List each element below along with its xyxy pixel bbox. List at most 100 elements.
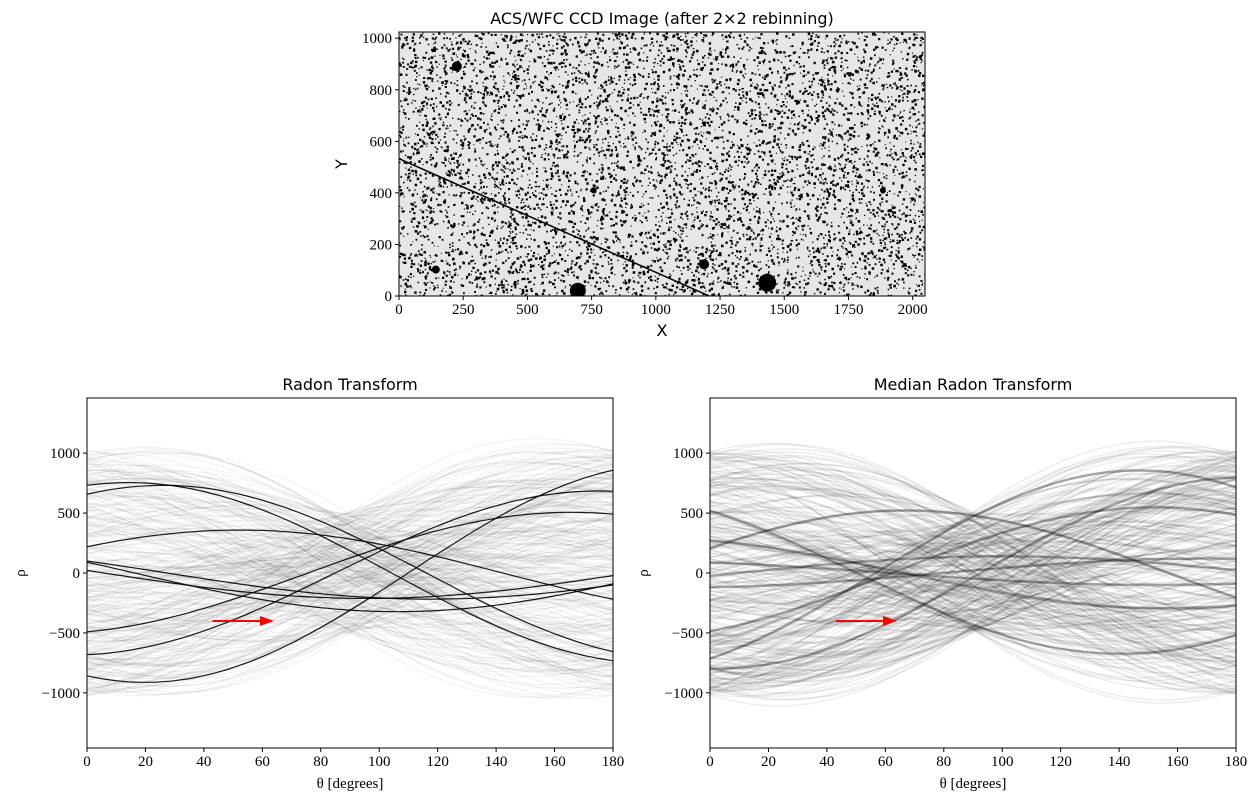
radon-curve	[710, 518, 1236, 632]
radon-curve	[710, 545, 1236, 606]
radon-curve	[87, 504, 613, 632]
radon-curve	[87, 469, 613, 677]
radon-curve	[87, 549, 613, 597]
radon-curve	[710, 560, 1236, 594]
radon-curve	[87, 462, 613, 698]
radon-curve	[710, 476, 1236, 660]
radon-curve	[710, 525, 1236, 617]
radon-curve	[710, 527, 1236, 619]
radon-curve	[710, 442, 1236, 695]
radon-curve	[710, 469, 1236, 660]
radon-curve	[710, 495, 1236, 671]
radon-curve	[710, 548, 1236, 593]
radon-curve	[87, 506, 613, 622]
radon-curve	[87, 484, 613, 653]
radon-curve	[87, 539, 613, 610]
radon-curve	[710, 517, 1236, 630]
radon-curve	[87, 504, 613, 643]
radon-curve	[710, 452, 1236, 694]
radon-curve	[710, 544, 1236, 599]
radon-curve	[87, 545, 613, 602]
radon-curve	[710, 477, 1236, 683]
radon-curve	[87, 499, 613, 634]
radon-curve	[87, 486, 613, 654]
y-tick-label: 1000	[673, 446, 703, 462]
radon-curve	[87, 455, 613, 697]
radon-curve	[710, 485, 1236, 658]
x-tick-label: 40	[196, 754, 211, 770]
radon-curve	[87, 516, 613, 630]
radon-curve	[87, 552, 613, 580]
radon-curve	[87, 527, 613, 608]
radon-curve	[87, 515, 613, 647]
radon-curve	[87, 519, 613, 645]
radon-curve	[87, 516, 613, 633]
radon-curve	[710, 525, 1236, 629]
radon-curve	[87, 497, 613, 629]
radon-curve	[87, 484, 613, 652]
radon-curve	[87, 516, 613, 631]
radon-curve	[87, 470, 613, 685]
radon-curve	[87, 482, 613, 672]
radon-curve	[710, 535, 1236, 619]
radon-curve	[710, 465, 1236, 675]
radon-curve	[710, 451, 1236, 692]
radon-curve	[710, 566, 1236, 629]
radon-curve	[710, 529, 1236, 625]
y-tick-label: 400	[370, 186, 393, 202]
radon-curve	[87, 527, 613, 614]
radon-curve	[710, 456, 1236, 690]
radon-curve	[710, 521, 1236, 616]
radon-curve	[710, 566, 1236, 627]
radon-curve	[87, 536, 613, 642]
radon-curve	[710, 559, 1236, 633]
radon-curve	[710, 481, 1236, 665]
radon-curve	[710, 484, 1236, 662]
radon-curve	[710, 451, 1236, 694]
radon-curve	[710, 469, 1236, 669]
radon-curve	[710, 529, 1236, 622]
radon-curve	[87, 556, 613, 587]
radon-curve	[710, 557, 1236, 589]
radon-curve	[710, 532, 1236, 613]
radon-curve	[710, 487, 1236, 638]
x-tick-label: 160	[1166, 754, 1189, 770]
image-source	[569, 282, 586, 296]
radon-curve	[710, 485, 1236, 652]
radon-curve	[710, 541, 1236, 589]
radon-curve	[710, 443, 1236, 691]
radon-curve	[87, 547, 613, 637]
radon-curve	[87, 455, 613, 690]
radon-curve	[710, 467, 1236, 680]
radon-curve	[710, 492, 1236, 651]
radon-curve	[710, 557, 1236, 620]
radon-curve	[87, 511, 613, 633]
radon-curve	[710, 499, 1236, 646]
radon-curve	[710, 489, 1236, 638]
radon-curve	[87, 501, 613, 645]
radon-curve	[87, 451, 613, 682]
radon-curve	[87, 551, 613, 595]
radon-curve	[87, 530, 613, 611]
radon-curve	[710, 475, 1236, 671]
radon-curve	[87, 509, 613, 602]
image-speckle	[399, 32, 925, 296]
radon-curve	[87, 508, 613, 609]
radon-curve	[710, 518, 1236, 629]
radon-curve	[87, 556, 613, 585]
radon-curve	[710, 490, 1236, 653]
radon-curve	[710, 487, 1236, 652]
radon-curve	[87, 544, 613, 575]
radon-curve	[710, 527, 1236, 605]
radon-curve	[710, 493, 1236, 671]
radon-curve	[87, 546, 613, 606]
radon-curve	[87, 491, 613, 649]
radon-curve	[710, 502, 1236, 643]
radon-curve	[710, 502, 1236, 644]
radon-curve	[710, 456, 1236, 698]
arrow-head	[260, 615, 275, 626]
radon-curve	[87, 490, 613, 656]
radon-curve	[87, 504, 613, 665]
radon-curve	[87, 492, 613, 635]
radon-curve	[710, 477, 1236, 667]
